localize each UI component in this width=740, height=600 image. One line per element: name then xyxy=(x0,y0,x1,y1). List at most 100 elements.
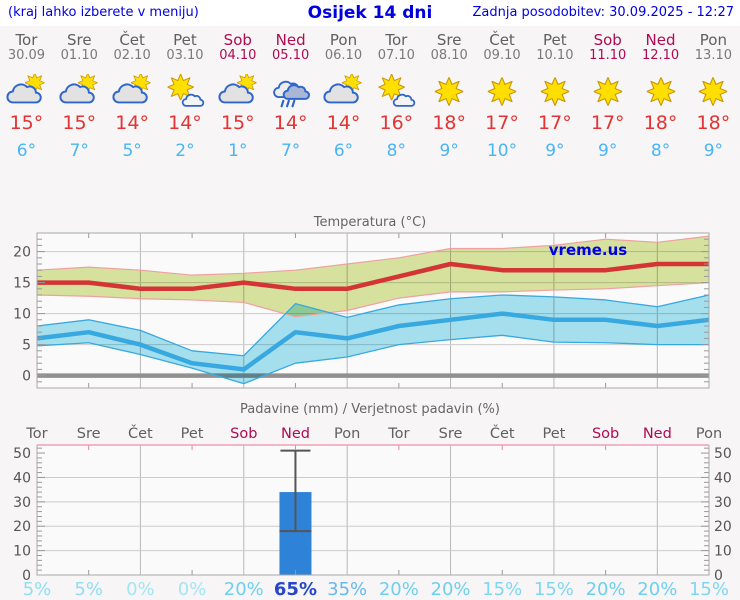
location-menu-hint: (kraj lahko izberete v meniju) xyxy=(8,5,199,20)
weather-icon-mostly-sunny xyxy=(163,74,207,109)
weather-icon-sunny xyxy=(427,74,471,109)
max-temp-band xyxy=(37,236,709,317)
forecast-day: Pet 03.10 14° 2° xyxy=(159,26,212,174)
precip-prob-label: 20% xyxy=(431,579,471,600)
weather-icon-partly-cloudy xyxy=(57,74,101,109)
precip-day-label: Tor xyxy=(25,426,47,442)
precip-day-label: Sre xyxy=(77,426,101,442)
precip-prob-label: 20% xyxy=(379,579,419,600)
precip-day-label: Čet xyxy=(128,424,153,442)
day-name: Pet xyxy=(543,31,567,49)
day-name: Ned xyxy=(645,31,676,49)
weather-icon-rain xyxy=(269,74,313,109)
day-name: Tor xyxy=(15,31,38,49)
precip-y-axis-label-right: 20 xyxy=(714,519,732,535)
precip-y-axis-label-left: 20 xyxy=(13,519,31,535)
min-band-lower-edge xyxy=(36,334,709,385)
precip-day-label: Sob xyxy=(230,426,257,442)
precip-y-axis-label-right: 30 xyxy=(714,495,732,511)
precip-day-label: Pet xyxy=(181,426,204,442)
precip-prob-label: 5% xyxy=(74,579,103,600)
precipitation-chart: Padavine (mm) / Verjetnost padavin (%) To… xyxy=(13,402,732,600)
forecast-day: Ned 05.10 14° 7° xyxy=(264,26,317,174)
high-temp: 17° xyxy=(538,112,572,134)
high-temp: 17° xyxy=(590,112,625,134)
day-name: Sob xyxy=(223,31,252,49)
day-name: Ned xyxy=(275,31,306,49)
weather-icon-partly-cloudy xyxy=(4,74,48,109)
last-updated: Zadnja posodobitev: 30.09.2025 - 12:27 xyxy=(472,5,734,20)
precip-day-label: Ned xyxy=(281,426,310,442)
low-temp: 7° xyxy=(69,141,89,161)
precip-prob-label: 20% xyxy=(224,579,264,600)
precip-y-axis-label-right: 40 xyxy=(714,470,732,486)
high-temp: 17° xyxy=(485,112,519,134)
weather-icon-sunny xyxy=(480,74,524,109)
day-name: Pon xyxy=(329,31,358,49)
precip-day-label: Pet xyxy=(543,426,566,442)
low-temp: 6° xyxy=(16,141,37,161)
high-temp: 18° xyxy=(696,112,731,134)
day-name: Sre xyxy=(436,31,462,49)
weather-icon-sunny xyxy=(691,74,735,109)
high-temp: 15° xyxy=(220,112,255,134)
day-date: 13.10 xyxy=(694,48,732,63)
weather-icon-partly-cloudy xyxy=(216,74,260,109)
low-temp: 9° xyxy=(703,141,724,161)
day-name: Sob xyxy=(593,31,622,49)
low-temp: 5° xyxy=(122,141,142,161)
day-date: 10.10 xyxy=(536,48,574,63)
temp-chart-title: Temperatura (°C) xyxy=(313,215,426,230)
weather-icon-partly-cloudy xyxy=(321,74,365,109)
temperature-chart: Temperatura (°C) 0 5 10 15 20 vreme.us xyxy=(13,215,710,389)
precip-prob-label: 35% xyxy=(327,579,367,600)
forecast-day: Sob 04.10 15° 1° xyxy=(211,26,264,174)
max-band-upper-edge xyxy=(36,235,710,276)
day-date: 05.10 xyxy=(272,48,310,63)
weather-icon-sunny xyxy=(533,74,577,109)
precip-prob-label: 20% xyxy=(637,579,677,600)
forecast-day: Pon 06.10 14° 6° xyxy=(317,26,370,174)
weather-icon-partly-cloudy xyxy=(110,74,154,109)
precip-day-label: Sre xyxy=(439,426,463,442)
weather-icon-mostly-sunny xyxy=(374,74,418,109)
precip-prob-label: 15% xyxy=(482,579,522,600)
day-date: 04.10 xyxy=(219,48,257,63)
day-date: 07.10 xyxy=(377,48,415,63)
low-temp: 1° xyxy=(228,141,248,161)
precip-prob-label: 65% xyxy=(274,579,317,600)
low-temp: 9° xyxy=(598,141,618,161)
day-date: 30.09 xyxy=(7,48,46,63)
forecast-day: Čet 02.10 14° 5° xyxy=(106,26,159,174)
day-date: 03.10 xyxy=(166,48,204,63)
precip-prob-label: 20% xyxy=(586,579,626,600)
min-temp-line xyxy=(36,311,710,372)
forecast-day: Čet 09.10 17° 10° xyxy=(476,26,529,174)
weather-icon-sunny xyxy=(639,74,683,109)
low-temp: 9° xyxy=(545,141,565,161)
precip-day-label: Pon xyxy=(696,426,722,442)
weather-icon-sunny xyxy=(586,74,630,109)
day-date: 01.10 xyxy=(60,48,98,63)
precip-y-axis-label-left: 30 xyxy=(13,495,31,511)
precip-y-axis-label-left: 50 xyxy=(13,446,31,462)
high-temp: 14° xyxy=(168,112,202,134)
forecast-day: Sre 08.10 18° 9° xyxy=(423,26,476,174)
temp-y-axis-label: 20 xyxy=(13,245,31,261)
day-date: 02.10 xyxy=(113,48,151,63)
forecast-day: Tor 07.10 16° 8° xyxy=(370,26,423,174)
temp-y-axis-label: 15 xyxy=(13,276,31,292)
day-date: 11.10 xyxy=(589,48,627,63)
min-band-upper-edge xyxy=(36,294,710,357)
forecast-day: Ned 12.10 18° 8° xyxy=(634,26,687,174)
precip-prob-label: 15% xyxy=(534,579,574,600)
high-temp: 18° xyxy=(432,112,467,134)
precip-range-whisker xyxy=(279,449,312,533)
high-temp: 15° xyxy=(9,112,44,134)
temp-y-axis-label: 10 xyxy=(13,307,31,323)
day-date: 06.10 xyxy=(324,48,363,63)
watermark-link[interactable]: vreme.us xyxy=(549,241,628,259)
day-name: Sre xyxy=(66,31,92,49)
high-temp: 16° xyxy=(379,112,414,134)
max-temp-line xyxy=(37,261,709,292)
